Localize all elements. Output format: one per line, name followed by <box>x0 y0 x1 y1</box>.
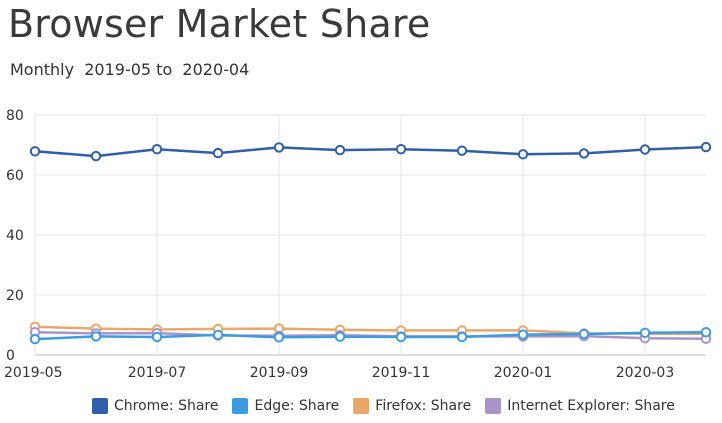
y-tick-label: 80 <box>6 108 24 124</box>
data-point <box>29 146 41 157</box>
data-point <box>456 331 468 343</box>
legend-swatch <box>485 398 502 414</box>
legend-swatch <box>92 398 108 414</box>
data-point <box>212 147 224 159</box>
legend-item[interactable]: Internet Explorer: Share <box>485 398 675 414</box>
data-point <box>517 149 529 160</box>
series-layer <box>29 141 712 345</box>
data-point <box>151 331 163 343</box>
data-point <box>212 329 224 341</box>
series-line-1 <box>34 330 707 341</box>
y-tick-label: 0 <box>6 348 15 364</box>
y-tick-label: 40 <box>6 228 24 244</box>
data-point <box>395 331 407 343</box>
legend-swatch <box>232 398 249 414</box>
data-point <box>273 142 285 153</box>
x-tick-label: 2019-11 <box>372 365 431 381</box>
legend-item[interactable]: Chrome: Share <box>92 398 218 414</box>
chart-title: Browser Market Share <box>8 2 431 46</box>
data-point <box>578 148 590 159</box>
chart-subtitle: Monthly 2019-05 to 2020-04 <box>10 60 250 79</box>
x-tick-label: 2019-07 <box>128 365 187 381</box>
legend-swatch <box>353 398 370 414</box>
grid-layer <box>34 114 706 356</box>
data-point <box>90 150 102 162</box>
data-point <box>578 328 590 340</box>
y-tick-label: 60 <box>6 168 24 184</box>
data-point <box>639 327 651 338</box>
y-tick-label: 20 <box>6 288 24 304</box>
legend-label: Edge: Share <box>254 398 340 414</box>
data-point <box>273 332 285 343</box>
data-point <box>639 144 651 155</box>
data-point <box>334 331 346 342</box>
legend-label: Internet Explorer: Share <box>507 398 675 414</box>
data-point <box>151 144 163 155</box>
data-point <box>395 144 407 155</box>
x-tick-label: 2020-01 <box>494 365 553 381</box>
chart-legend: Chrome: Share Edge: Share Firefox: Share In… <box>92 398 689 414</box>
series-line-0 <box>34 145 707 158</box>
data-point <box>90 331 102 342</box>
legend-item[interactable]: Edge: Share <box>232 398 339 414</box>
legend-item[interactable]: Firefox: Share <box>353 398 471 414</box>
data-point <box>456 145 468 156</box>
legend-label: Chrome: Share <box>114 398 219 414</box>
x-tick-label: 2020-03 <box>616 365 675 381</box>
data-point <box>700 141 712 153</box>
x-tick-label: 2019-09 <box>250 365 309 381</box>
data-point <box>700 327 712 338</box>
line-chart: 0 20 40 60 80 2019-05 2019-07 2019-09 2019-11 202… <box>4 108 712 381</box>
x-tick-label: 2019-05 <box>4 365 63 381</box>
data-point <box>29 333 41 345</box>
axis-layer: 0 20 40 60 80 2019-05 2019-07 2019-09 2019-11 202… <box>4 108 674 381</box>
legend-label: Firefox: Share <box>375 398 472 414</box>
data-point <box>517 329 529 340</box>
data-point <box>334 144 346 156</box>
